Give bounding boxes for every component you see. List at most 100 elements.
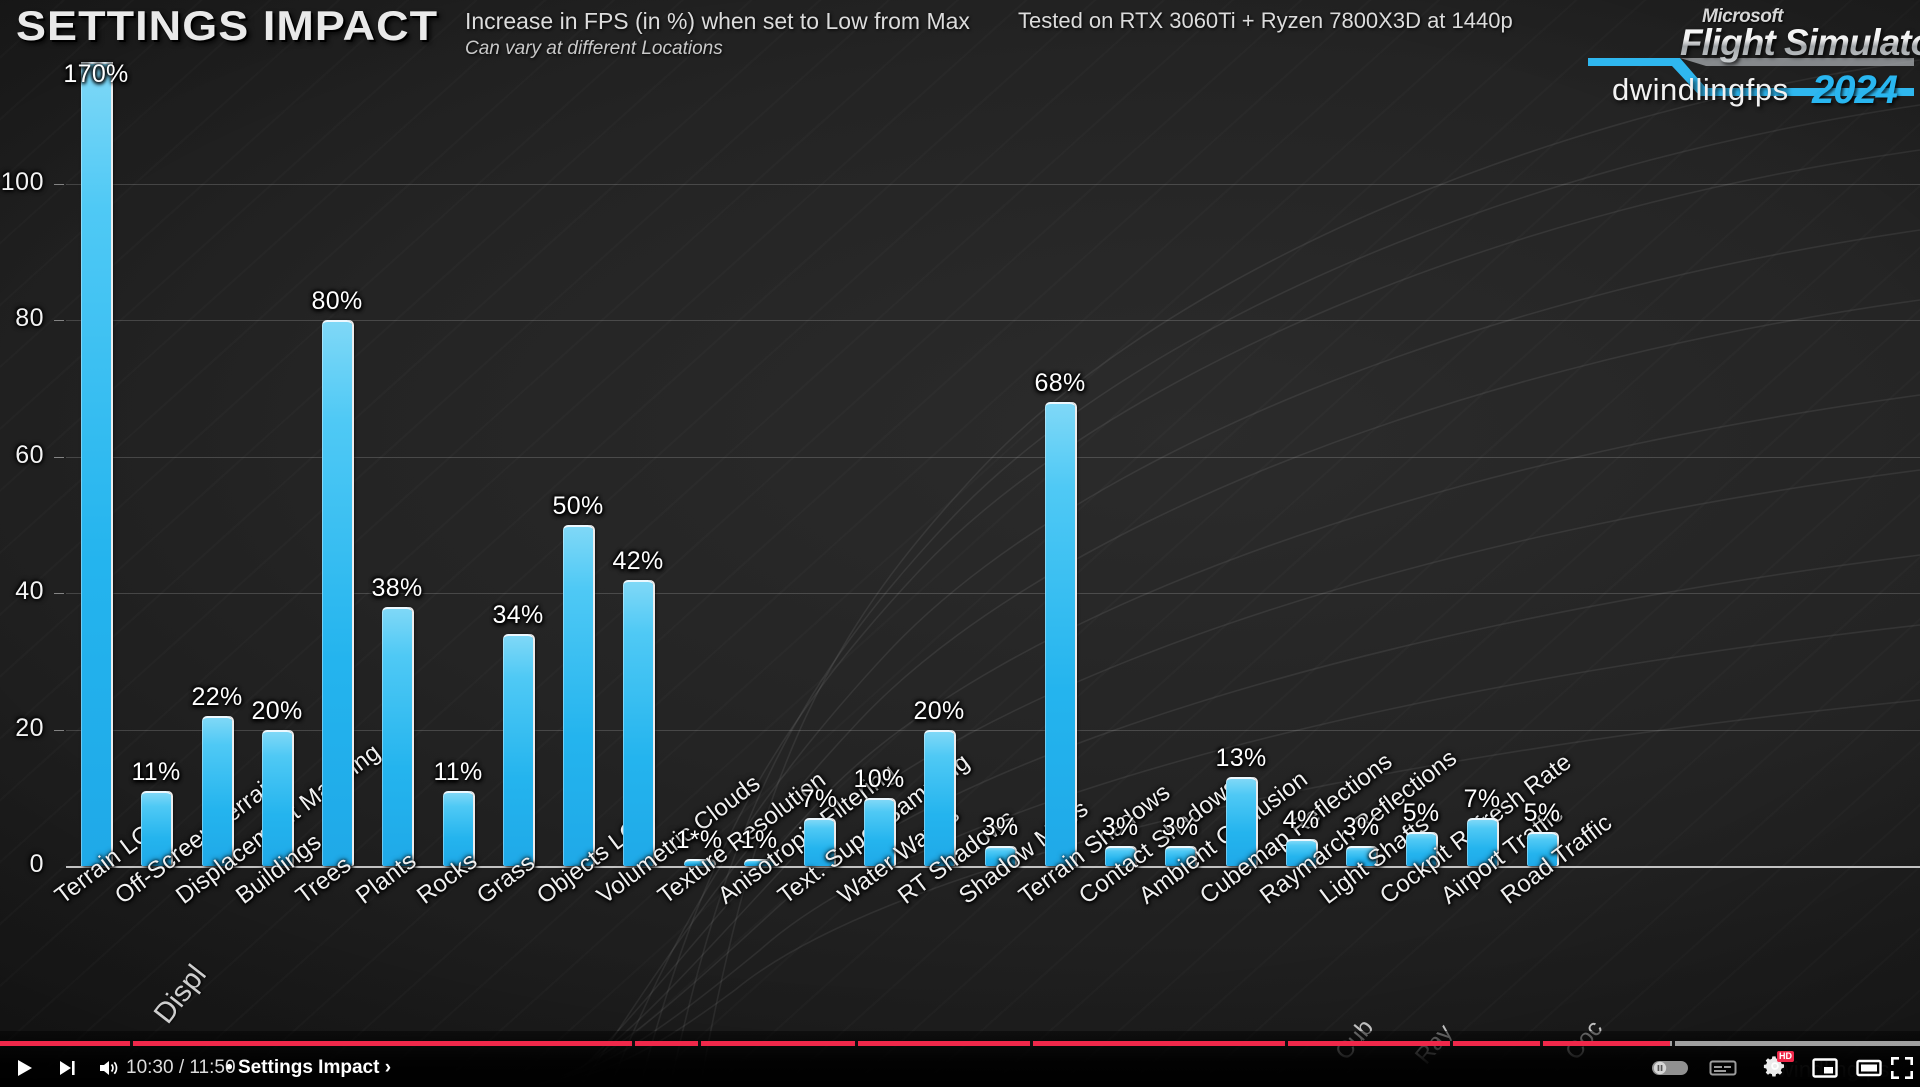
bar-value-label: 80% [311, 287, 363, 316]
bar [1467, 818, 1497, 866]
chapter-divider [1450, 1041, 1453, 1046]
bar [1527, 831, 1557, 866]
y-axis-tick [54, 320, 64, 322]
page-title: SETTINGS IMPACT [16, 2, 439, 49]
logo-year-text: 2024 [1812, 68, 1898, 112]
chapter-divider [855, 1041, 858, 1046]
y-axis-label: 20 [15, 713, 44, 742]
y-axis-label: 0 [29, 850, 44, 878]
bar-value-label: 1% [740, 826, 778, 855]
bar [1406, 831, 1436, 866]
bar-value-label: 68% [1034, 369, 1086, 398]
fullscreen-icon [1891, 1057, 1913, 1079]
theater-icon [1856, 1059, 1882, 1077]
autoplay-toggle[interactable] [1644, 1049, 1696, 1087]
bar-value-label: 1*% [675, 826, 723, 855]
bar-value-label: 10% [853, 764, 905, 793]
chapter-divider [1672, 1041, 1675, 1046]
closed-captions-icon [1709, 1060, 1737, 1076]
wing-swoosh-icon [1588, 58, 1914, 96]
next-video-button[interactable] [46, 1049, 88, 1087]
bar-value-label: 3% [981, 812, 1019, 841]
chart-subtitle: Increase in FPS (in %) when set to Low f… [465, 8, 970, 34]
logo-channel-text: dwindlingfps [1612, 72, 1789, 107]
next-icon [60, 1061, 75, 1075]
play-button[interactable] [4, 1049, 46, 1087]
chapter-divider [1030, 1041, 1033, 1046]
chart-note: Can vary at different Locations [465, 38, 723, 59]
bar-value-label: 11% [131, 757, 181, 786]
chapter-title[interactable]: • Settings Impact › [226, 1057, 391, 1079]
bar [1286, 838, 1316, 866]
chapter-divider [1285, 1041, 1288, 1046]
y-axis-tick [54, 729, 64, 731]
video-player-controls: 10:30 / 11:50 • Settings Impact › [0, 1031, 1920, 1087]
chapter-divider [130, 1041, 133, 1046]
progress-bar-track[interactable] [0, 1041, 1920, 1046]
bar [141, 790, 171, 866]
bar [1105, 845, 1135, 866]
bar-value-label: 13% [1215, 744, 1267, 773]
miniplayer-icon [1812, 1058, 1838, 1078]
fullscreen-button[interactable] [1884, 1049, 1920, 1087]
bar [563, 525, 593, 866]
bar [443, 790, 473, 866]
chapter-divider [632, 1041, 635, 1046]
gridline [66, 593, 1920, 595]
quality-badge: HD [1777, 1050, 1794, 1062]
chapter-divider [698, 1041, 701, 1046]
bar-value-label: 50% [552, 492, 604, 520]
gridline [66, 729, 1920, 731]
bar-value-label: 5% [1523, 798, 1561, 827]
bar-value-label: 22% [191, 682, 243, 711]
volume-button[interactable] [88, 1049, 130, 1087]
bar-value-label: 7% [800, 785, 838, 814]
y-axis-label: 40 [15, 577, 44, 606]
chapter-arrow-icon: › [384, 1057, 392, 1078]
bar [985, 845, 1015, 866]
player-button-row: 10:30 / 11:50 • Settings Impact › [0, 1049, 1920, 1087]
logo-flight-simulator-text: Flight Simulator [1680, 22, 1920, 64]
volume-icon [100, 1061, 118, 1075]
y-axis-label: 100 [0, 168, 44, 196]
y-axis-label: 60 [15, 440, 44, 469]
chapter-divider [1540, 1041, 1543, 1046]
bar-value-label: 11% [433, 757, 483, 786]
x-axis-line [66, 866, 1920, 868]
bar-value-label: 38% [371, 573, 423, 602]
bar [924, 729, 954, 866]
bar-value-label: 34% [492, 601, 544, 630]
bar-value-label: 3% [1101, 812, 1139, 841]
y-axis-tick [54, 184, 64, 185]
bar [684, 859, 714, 867]
bar [804, 818, 834, 866]
bar [1045, 402, 1075, 866]
time-display: 10:30 / 11:50 [126, 1057, 236, 1078]
subtitles-button[interactable] [1700, 1049, 1746, 1087]
bar-value-label: 3% [1342, 812, 1380, 841]
logo-microsoft-text: Microsoft [1702, 6, 1784, 27]
bar [81, 62, 111, 866]
bar [202, 715, 232, 866]
bar [322, 320, 352, 866]
theater-mode-button[interactable] [1848, 1049, 1890, 1087]
bar-value-label: 7% [1463, 785, 1501, 814]
bar [382, 606, 412, 866]
bar-value-label: 5% [1402, 798, 1440, 827]
gridline [66, 320, 1920, 322]
chart-header: SETTINGS IMPACT Increase in FPS (in %) w… [0, 0, 1920, 70]
bar-value-label: 4% [1282, 805, 1320, 834]
flight-simulator-logo: Microsoft Flight Simulator dwindlingfps … [1584, 4, 1920, 128]
bar [1226, 777, 1256, 866]
bar [503, 634, 533, 866]
y-axis-tick [54, 456, 64, 458]
settings-button[interactable]: HD [1752, 1049, 1798, 1087]
bar [262, 729, 292, 866]
miniplayer-button[interactable] [1802, 1049, 1848, 1087]
bar [623, 579, 653, 866]
bar [864, 797, 894, 866]
chapter-separator: • [226, 1057, 233, 1078]
